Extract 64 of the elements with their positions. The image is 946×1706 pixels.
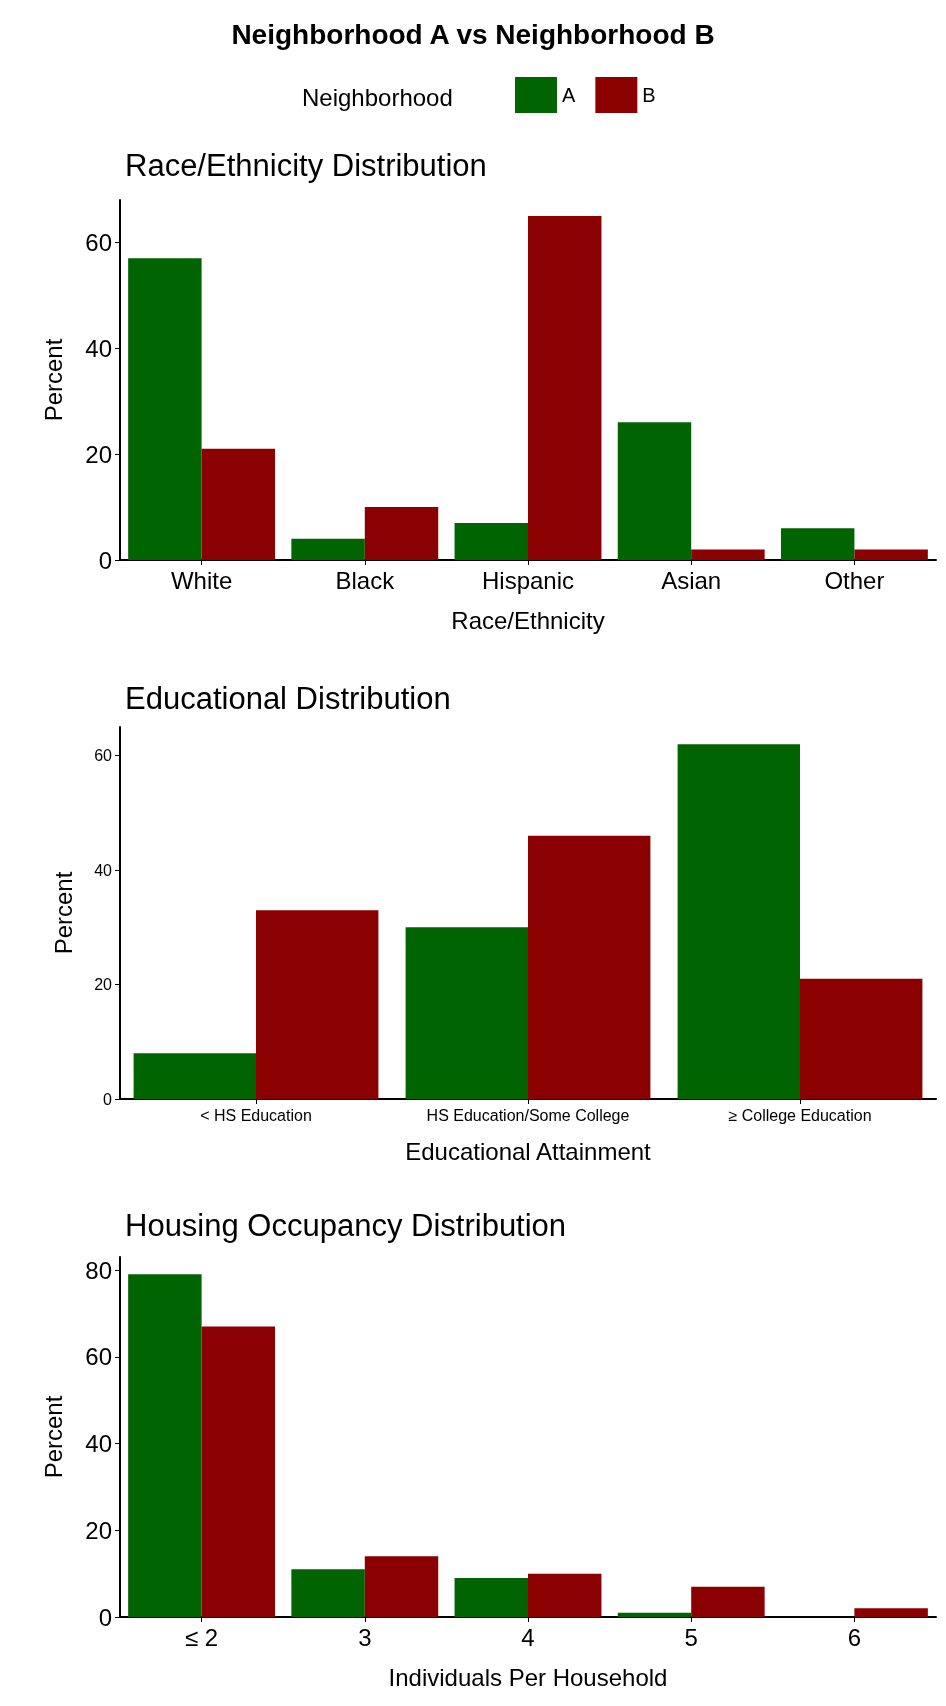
- chart-subtitle: Race/Ethnicity Distribution: [125, 148, 487, 183]
- bar: [800, 978, 923, 1099]
- y-tick-label: 0: [98, 546, 112, 574]
- bar: [617, 422, 692, 560]
- bar: [291, 1569, 365, 1617]
- bar: [617, 1612, 692, 1617]
- bar: [454, 1577, 528, 1617]
- y-tick-label: 0: [103, 1090, 113, 1108]
- legend-label: B: [642, 84, 656, 106]
- y-axis-title: Percent: [39, 338, 67, 422]
- y-tick-label: 0: [98, 1603, 112, 1631]
- x-tick-label: 4: [521, 1623, 535, 1651]
- bar: [528, 1573, 602, 1617]
- x-tick-label: White: [170, 566, 233, 594]
- x-tick-label: ≥ College Education: [728, 1106, 872, 1124]
- y-axis-title: Percent: [39, 1395, 67, 1479]
- y-tick-label: 60: [85, 1343, 112, 1371]
- bar: [691, 1586, 765, 1617]
- bar: [677, 744, 800, 1099]
- x-tick-label: Black: [335, 566, 396, 594]
- bar: [528, 215, 602, 560]
- bar: [256, 910, 379, 1099]
- bar: [854, 549, 928, 560]
- bar: [201, 448, 276, 560]
- y-tick-label: 40: [94, 861, 113, 879]
- x-axis-title: Race/Ethnicity: [451, 606, 605, 634]
- bar: [780, 528, 855, 560]
- bar: [528, 835, 651, 1099]
- x-tick-label: 3: [358, 1623, 372, 1651]
- legend-label: A: [562, 84, 576, 106]
- y-axis-title: Percent: [49, 871, 77, 955]
- y-tick-label: 60: [94, 747, 113, 765]
- x-axis-title: Educational Attainment: [405, 1137, 652, 1165]
- bar: [364, 507, 439, 560]
- bar: [201, 1326, 276, 1617]
- bar: [291, 538, 365, 560]
- bar: [133, 1053, 256, 1099]
- bar: [405, 927, 528, 1099]
- x-tick-label: Asian: [661, 566, 722, 594]
- y-tick-label: 20: [94, 976, 113, 994]
- bar: [128, 258, 202, 560]
- y-tick-label: 20: [85, 440, 112, 468]
- x-tick-label: Hispanic: [481, 566, 575, 594]
- chart-title: Neighborhood A vs Neighborhood B: [231, 18, 715, 50]
- bar: [854, 1608, 928, 1617]
- x-tick-label: 6: [847, 1623, 862, 1651]
- bar: [364, 1556, 439, 1617]
- bar: [691, 549, 765, 560]
- y-tick-label: 20: [85, 1516, 112, 1544]
- x-tick-label: HS Education/Some College: [426, 1106, 630, 1124]
- chart-subtitle: Educational Distribution: [125, 681, 451, 716]
- x-tick-label: < HS Education: [200, 1106, 312, 1124]
- chart-subtitle: Housing Occupancy Distribution: [125, 1208, 567, 1243]
- y-tick-label: 80: [85, 1256, 112, 1284]
- x-tick-label: Other: [824, 566, 885, 594]
- x-axis-title: Individuals Per Household: [388, 1663, 668, 1691]
- bar: [454, 522, 528, 560]
- y-tick-label: 40: [85, 1430, 112, 1458]
- legend-title: Neighborhood: [302, 83, 453, 111]
- y-tick-label: 60: [85, 228, 112, 256]
- x-tick-label: ≤ 2: [185, 1623, 219, 1651]
- x-tick-label: 5: [684, 1623, 698, 1651]
- bar: [128, 1274, 202, 1617]
- y-tick-label: 40: [85, 334, 112, 362]
